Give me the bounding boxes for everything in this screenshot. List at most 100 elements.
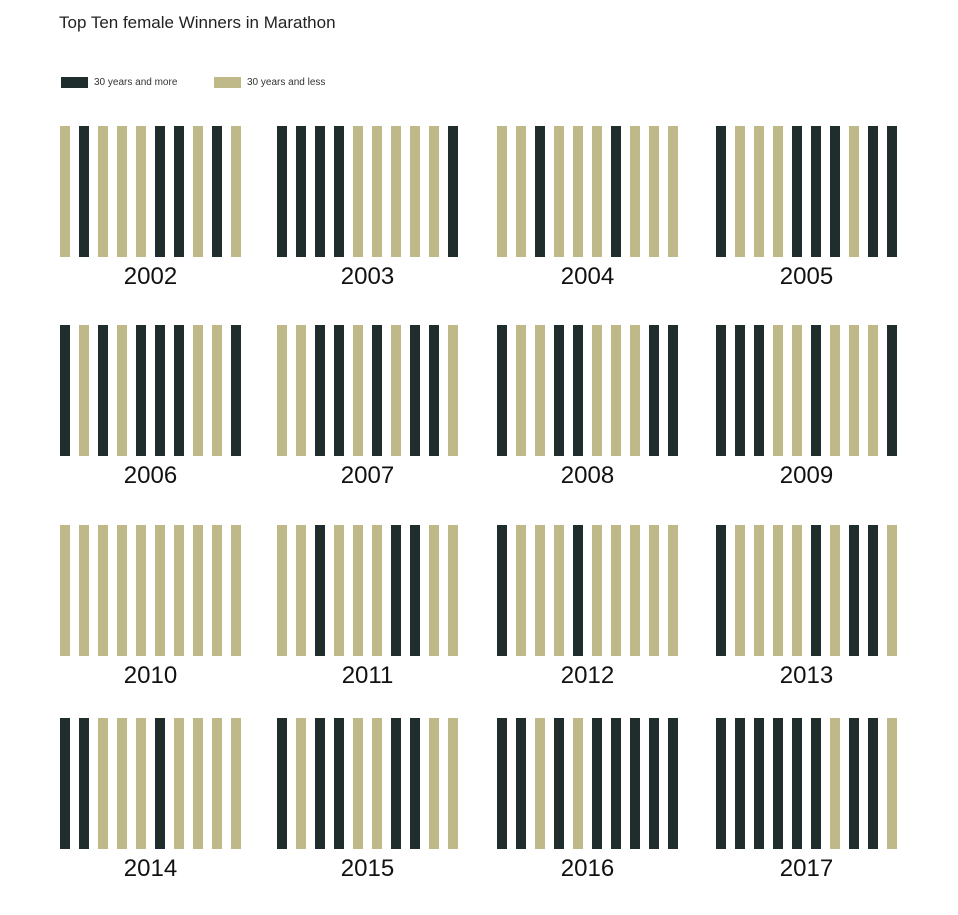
- year-label-2016: 2016: [561, 855, 614, 882]
- chart-title: Top Ten female Winners in Marathon: [59, 13, 336, 32]
- year-panel-2002: 2002: [60, 126, 241, 290]
- bar-2008-6: [592, 325, 602, 456]
- bar-2008-10: [668, 325, 678, 456]
- bar-2004-4: [554, 126, 564, 257]
- bar-2017-2: [735, 718, 745, 849]
- bar-2012-10: [668, 525, 678, 656]
- bar-2004-5: [573, 126, 583, 257]
- bar-2011-8: [410, 525, 420, 656]
- bar-2007-10: [448, 325, 458, 456]
- bar-2014-4: [117, 718, 127, 849]
- year-label-2012: 2012: [561, 662, 614, 689]
- bar-2005-1: [716, 126, 726, 257]
- bar-2012-9: [649, 525, 659, 656]
- bar-2017-6: [811, 718, 821, 849]
- bar-2014-3: [98, 718, 108, 849]
- bar-2017-7: [830, 718, 840, 849]
- year-label-2006: 2006: [124, 462, 177, 489]
- bar-2010-7: [174, 525, 184, 656]
- year-panel-2011: 2011: [277, 525, 458, 689]
- year-label-2004: 2004: [561, 263, 614, 290]
- bar-2008-2: [516, 325, 526, 456]
- bar-2005-9: [868, 126, 878, 257]
- year-label-2015: 2015: [341, 855, 394, 882]
- bar-2014-5: [136, 718, 146, 849]
- bar-2015-4: [334, 718, 344, 849]
- legend-item-younger: 30 years and less: [214, 75, 325, 89]
- bar-2015-8: [410, 718, 420, 849]
- legend-label-older: 30 years and more: [94, 76, 178, 88]
- year-label-2011: 2011: [342, 662, 394, 689]
- bar-2016-3: [535, 718, 545, 849]
- bar-2016-1: [497, 718, 507, 849]
- bar-2011-1: [277, 525, 287, 656]
- bar-2003-8: [410, 126, 420, 257]
- bar-2014-6: [155, 718, 165, 849]
- bar-2009-2: [735, 325, 745, 456]
- bar-2013-2: [735, 525, 745, 656]
- legend-swatch-younger: [214, 76, 241, 88]
- bar-2007-9: [429, 325, 439, 456]
- bar-2006-6: [155, 325, 165, 456]
- bar-2013-9: [868, 525, 878, 656]
- bar-2006-1: [60, 325, 70, 456]
- bar-2008-8: [630, 325, 640, 456]
- bar-2013-4: [773, 525, 783, 656]
- bar-2004-9: [649, 126, 659, 257]
- bar-2012-5: [573, 525, 583, 656]
- year-label-2002: 2002: [124, 263, 177, 290]
- bar-2016-7: [611, 718, 621, 849]
- bar-2008-4: [554, 325, 564, 456]
- bar-2007-5: [353, 325, 363, 456]
- bar-2015-9: [429, 718, 439, 849]
- bar-2010-5: [136, 525, 146, 656]
- bar-2014-1: [60, 718, 70, 849]
- bar-2013-6: [811, 525, 821, 656]
- year-panel-2013: 2013: [716, 525, 897, 689]
- bar-2011-4: [334, 525, 344, 656]
- bar-2014-9: [212, 718, 222, 849]
- bar-2011-10: [448, 525, 458, 656]
- bar-2004-7: [611, 126, 621, 257]
- bar-2007-4: [334, 325, 344, 456]
- bar-2012-3: [535, 525, 545, 656]
- bar-2006-8: [193, 325, 203, 456]
- year-panel-2003: 2003: [277, 126, 458, 290]
- bar-2012-7: [611, 525, 621, 656]
- bar-2010-8: [193, 525, 203, 656]
- bar-2005-10: [887, 126, 897, 257]
- year-label-2014: 2014: [124, 855, 177, 882]
- bar-2008-5: [573, 325, 583, 456]
- bar-2012-6: [592, 525, 602, 656]
- bar-2003-9: [429, 126, 439, 257]
- bar-2005-6: [811, 126, 821, 257]
- bar-2002-6: [155, 126, 165, 257]
- bar-2002-7: [174, 126, 184, 257]
- bar-2015-2: [296, 718, 306, 849]
- bar-2010-10: [231, 525, 241, 656]
- bar-2002-1: [60, 126, 70, 257]
- bar-2015-7: [391, 718, 401, 849]
- year-panel-2008: 2008: [497, 325, 678, 489]
- bar-2002-2: [79, 126, 89, 257]
- bar-2009-7: [830, 325, 840, 456]
- bar-2011-9: [429, 525, 439, 656]
- bar-2007-2: [296, 325, 306, 456]
- bar-2009-9: [868, 325, 878, 456]
- bar-2007-8: [410, 325, 420, 456]
- bar-2016-9: [649, 718, 659, 849]
- bar-2009-5: [792, 325, 802, 456]
- bar-2013-8: [849, 525, 859, 656]
- bar-2014-8: [193, 718, 203, 849]
- bar-2008-3: [535, 325, 545, 456]
- bar-2003-6: [372, 126, 382, 257]
- bar-2005-5: [792, 126, 802, 257]
- bar-2009-3: [754, 325, 764, 456]
- bar-2010-3: [98, 525, 108, 656]
- year-panel-2016: 2016: [497, 718, 678, 882]
- bar-2005-2: [735, 126, 745, 257]
- bar-2005-3: [754, 126, 764, 257]
- bar-2010-4: [117, 525, 127, 656]
- bar-2014-10: [231, 718, 241, 849]
- bar-2010-1: [60, 525, 70, 656]
